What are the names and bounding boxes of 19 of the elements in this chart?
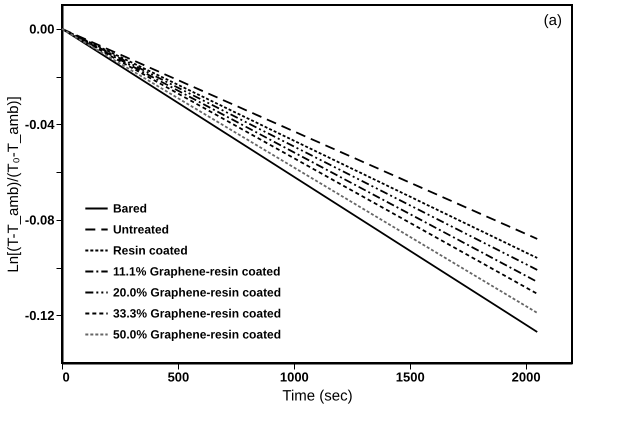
x-axis-title: Time (sec) (282, 388, 353, 404)
x-tick-label: 1500 (396, 370, 425, 384)
legend-label: 20.0% Graphene-resin coated (113, 286, 282, 300)
y-axis-title: Ln[(T-T_amb)/(T₀-T_amb)] (4, 96, 22, 273)
legend-label: Untreated (113, 222, 170, 236)
y-tick-label: -0.08 (24, 212, 54, 228)
y-tick-label: -0.04 (24, 116, 56, 132)
legend-label: Resin coated (113, 244, 188, 258)
x-tick-label: 2000 (512, 370, 541, 384)
y-tick-label: 0.00 (29, 21, 54, 36)
legend-label: 33.3% Graphene-resin coated (113, 306, 282, 320)
x-tick-label: 500 (168, 370, 190, 384)
annotation: (a) (544, 12, 562, 29)
x-tick-label: 0 (62, 370, 70, 384)
x-tick-label: 1000 (280, 370, 309, 384)
y-tick-label: -0.12 (24, 308, 54, 323)
legend-label: 11.1% Graphene-resin coated (113, 264, 280, 278)
legend-label: Bared (113, 202, 148, 216)
legend-label: 50.0% Graphene-resin coated (113, 328, 282, 342)
